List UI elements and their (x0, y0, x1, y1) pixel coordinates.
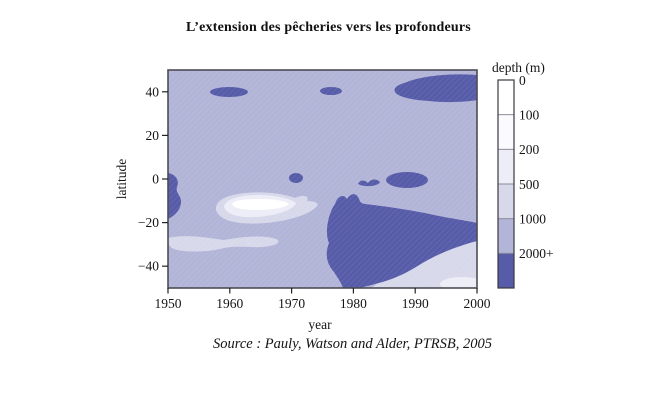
legend-band-500-1000 (498, 184, 514, 219)
legend-title: depth (m) (492, 60, 545, 75)
legend-tick-label: 500 (519, 177, 540, 192)
y-tick-label: 20 (146, 128, 160, 143)
y-tick-label: 0 (152, 172, 159, 187)
legend-tick-label: 2000+ (519, 246, 554, 261)
x-tick-label: 2000 (464, 296, 491, 311)
legend-tick-label: 100 (519, 107, 540, 122)
contour-field (168, 70, 477, 288)
y-tick-label: −20 (138, 215, 159, 230)
legend-colorbar: 0 100 200 500 1000 2000+ (497, 73, 554, 289)
plot-area: 1950 1960 1970 1980 1990 2000 40 20 0 −20 −40 (138, 69, 491, 311)
y-tick-label: −40 (138, 259, 159, 274)
x-tick-label: 1970 (278, 296, 305, 311)
x-axis-label: year (308, 317, 332, 332)
legend-tick-label: 0 (519, 73, 526, 88)
x-tick-label: 1990 (402, 296, 429, 311)
x-tick-label: 1950 (155, 296, 182, 311)
chart-title: L’extension des pêcheries vers les profo… (186, 20, 471, 35)
y-axis-label: latitude (114, 159, 129, 200)
hatch-texture (168, 70, 477, 288)
legend-border (497, 79, 515, 289)
y-tick-label: 40 (146, 84, 160, 99)
legend-tick-label: 200 (519, 142, 540, 157)
legend-band-0-100 (498, 80, 514, 115)
source-caption: Source : Pauly, Watson and Alder, PTRSB,… (213, 336, 492, 352)
legend-tick-label: 1000 (519, 211, 546, 226)
legend-band-2000+ (498, 253, 514, 288)
x-tick-label: 1960 (216, 296, 243, 311)
legend-band-100-200 (498, 114, 514, 150)
x-tick-label: 1980 (340, 296, 367, 311)
legend-band-1000-2000 (498, 218, 514, 254)
legend-band-200-500 (498, 149, 514, 184)
